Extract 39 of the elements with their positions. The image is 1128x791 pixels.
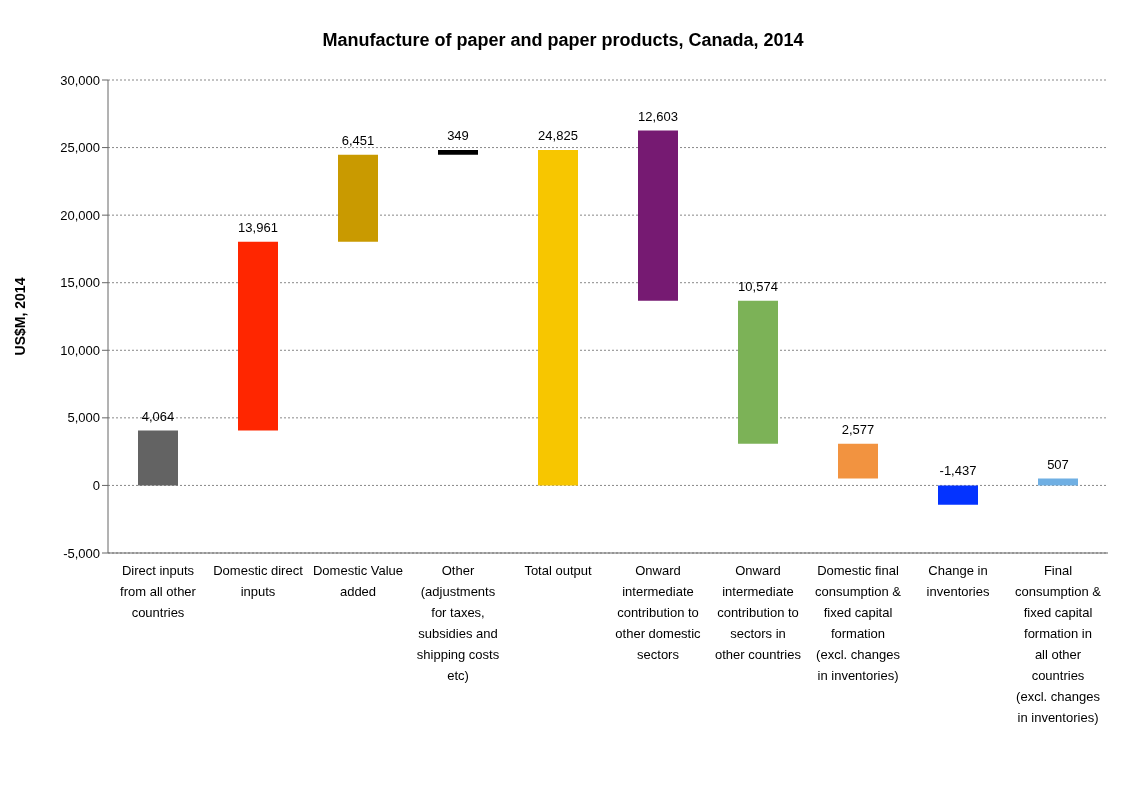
data-label: 6,451 <box>341 132 375 148</box>
data-label: -1,437 <box>939 463 977 479</box>
y-tick-label: 10,000 <box>60 342 100 358</box>
data-label: 10,574 <box>738 278 778 294</box>
data-label: 13,961 <box>238 219 278 235</box>
bar <box>638 130 678 301</box>
x-tick-label: Change in inventories <box>926 563 990 599</box>
data-label: 2,577 <box>841 421 875 437</box>
bar <box>538 149 578 486</box>
y-tick-label: 25,000 <box>60 140 100 156</box>
data-label: 507 <box>1047 456 1069 472</box>
x-tick-label: Direct inputs from all other countries <box>120 563 197 620</box>
y-tick-label: -5,000 <box>63 545 100 561</box>
data-label: 4,064 <box>141 408 175 424</box>
bar <box>238 241 278 431</box>
bar <box>738 300 778 444</box>
x-tick-label: Onward intermediate contribution to sectors in other countries <box>715 563 802 662</box>
y-tick-label: 0 <box>92 478 100 494</box>
x-tick-label: Domestic Value added <box>312 563 404 599</box>
x-tick-label: Domestic direct inputs <box>213 563 304 599</box>
x-tick-label: Onward intermediate contribution to other domestic sectors <box>615 563 702 662</box>
bar <box>938 485 978 505</box>
data-label: 349 <box>447 127 469 143</box>
chart-title: Manufacture of paper and paper products, Canada, 2014 <box>321 29 805 52</box>
x-tick-label: Other (adjustments for taxes, subsidies and shipping costs etc) <box>416 563 500 683</box>
x-tick-label: Domestic final consumption & fixed capital formation (excl. changes in inventories) <box>815 563 902 683</box>
x-tick-label: Total output <box>524 563 592 578</box>
y-tick-label: 15,000 <box>60 275 100 291</box>
bar <box>438 149 478 155</box>
bar <box>838 443 878 479</box>
bar <box>138 430 178 486</box>
data-label: 24,825 <box>538 127 578 143</box>
data-label: 12,603 <box>638 108 678 124</box>
y-tick-label: 5,000 <box>67 410 100 426</box>
y-axis-title: US$M, 2014 <box>11 277 28 356</box>
x-tick-label: Final consumption & fixed capital formation in all other countries (excl. changes in inventories) <box>1015 563 1102 725</box>
y-tick-label: 30,000 <box>60 72 100 88</box>
y-tick-label: 20,000 <box>60 207 100 223</box>
bar <box>338 154 378 242</box>
